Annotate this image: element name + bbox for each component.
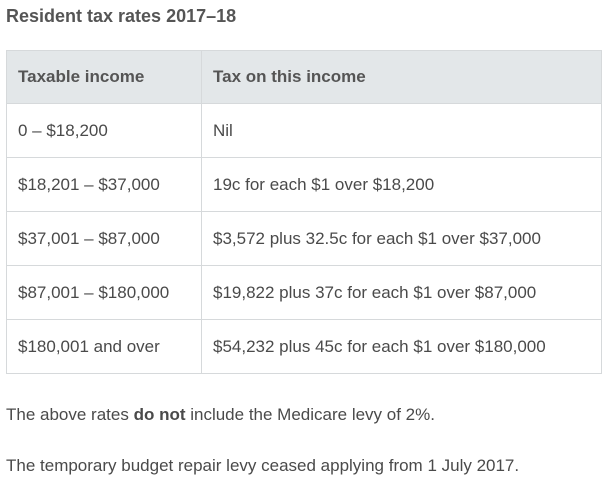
medicare-note: The above rates do not include the Medic… <box>6 405 435 425</box>
table-row: $180,001 and over $54,232 plus 45c for ea… <box>6 319 602 374</box>
tax-cell: 19c for each $1 over $18,200 <box>201 157 602 212</box>
table-row: $37,001 – $87,000 $3,572 plus 32.5c for e… <box>6 211 602 266</box>
tax-rates-table: Taxable income Tax on this income 0 – $1… <box>6 50 602 374</box>
table-row: 0 – $18,200 Nil <box>6 103 602 158</box>
table-header-row: Taxable income Tax on this income <box>6 50 602 104</box>
income-cell: 0 – $18,200 <box>6 103 202 158</box>
income-cell: $37,001 – $87,000 <box>6 211 202 266</box>
table-row: $18,201 – $37,000 19c for each $1 over $1… <box>6 157 602 212</box>
budget-levy-note: The temporary budget repair levy ceased … <box>6 456 520 475</box>
page-title: Resident tax rates 2017–18 <box>6 6 237 26</box>
tax-cell: $19,822 plus 37c for each $1 over $87,00… <box>201 265 602 320</box>
tax-cell: $54,232 plus 45c for each $1 over $180,0… <box>201 319 602 374</box>
note-text: The above rates <box>6 405 134 424</box>
income-cell: $180,001 and over <box>6 319 202 374</box>
column-header: Tax on this income <box>201 50 602 104</box>
income-cell: $18,201 – $37,000 <box>6 157 202 212</box>
note-emphasis: do not <box>133 405 186 424</box>
column-header: Taxable income <box>6 50 202 104</box>
table-row: $87,001 – $180,000 $19,822 plus 37c for e… <box>6 265 602 320</box>
tax-cell: $3,572 plus 32.5c for each $1 over $37,0… <box>201 211 602 266</box>
income-cell: $87,001 – $180,000 <box>6 265 202 320</box>
tax-cell: Nil <box>201 103 602 158</box>
note-text: include the Medicare levy of 2%. <box>185 405 435 424</box>
